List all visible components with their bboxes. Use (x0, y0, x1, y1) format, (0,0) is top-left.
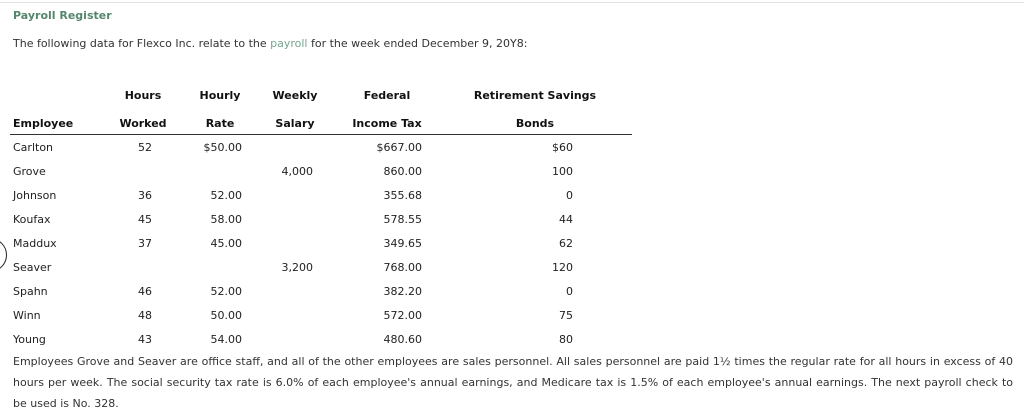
cell-rate: 45.00 (210, 236, 243, 250)
cell-salary (254, 135, 336, 160)
cell-tax: 355.68 (383, 188, 423, 202)
cell-rate: 50.00 (210, 308, 243, 322)
cell-tax: 860.00 (383, 164, 423, 178)
cell-salary (254, 279, 336, 303)
header-bonds: Bonds (438, 106, 632, 135)
cell-rate: 52.00 (210, 284, 243, 298)
cell-hours: 45 (138, 212, 152, 226)
table-row: Winn 48 50.00 572.00 75 (10, 303, 632, 327)
cell-employee: Maddux (13, 236, 57, 250)
cell-employee: Johnson (13, 188, 57, 202)
header-row-top: Hours Hourly Weekly Federal Retirement S… (10, 78, 632, 106)
cell-hours: 48 (138, 308, 152, 322)
table-row: Maddux 37 45.00 349.65 62 (10, 231, 632, 255)
cell-employee: Grove (13, 164, 46, 178)
header-weekly-top: Weekly (272, 89, 318, 102)
header-row-bottom: Employee Worked Rate Salary Income Tax B… (10, 106, 632, 135)
table-row: Seaver 3,200 768.00 120 (10, 255, 632, 279)
table-row: Carlton 52 $50.00 $667.00 $60 (10, 135, 632, 160)
page-title: Payroll Register (13, 9, 112, 22)
cell-hours: 43 (138, 332, 152, 346)
cell-salary (254, 327, 336, 351)
cell-employee: Carlton (13, 140, 54, 154)
cell-bonds: 75 (559, 308, 573, 322)
header-employee: Employee (10, 106, 100, 135)
cell-hours: 36 (138, 188, 152, 202)
cell-tax: 480.60 (383, 332, 423, 346)
cell-bonds: 100 (552, 164, 573, 178)
scan-artifact-arc (0, 238, 7, 272)
cell-salary (254, 207, 336, 231)
cell-bonds: 120 (552, 260, 573, 274)
table-row: Johnson 36 52.00 355.68 0 (10, 183, 632, 207)
cell-salary (254, 303, 336, 327)
cell-tax: 572.00 (383, 308, 423, 322)
cell-tax: 578.55 (383, 212, 423, 226)
cell-salary: 3,200 (281, 260, 314, 274)
cell-rate (186, 255, 254, 279)
cell-bonds: 62 (559, 236, 573, 250)
cell-hours: 46 (138, 284, 152, 298)
payroll-link[interactable]: payroll (270, 37, 308, 50)
footer-paragraph: Employees Grove and Seaver are office st… (13, 355, 1013, 410)
intro-text-after: for the week ended December 9, 20Y8: (307, 37, 528, 50)
cell-tax: 382.20 (383, 284, 423, 298)
intro-paragraph: The following data for Flexco Inc. relat… (13, 37, 527, 50)
table-row: Grove 4,000 860.00 100 (10, 159, 632, 183)
cell-rate: $50.00 (203, 140, 243, 154)
header-rate: Rate (186, 106, 254, 135)
cell-salary (254, 231, 336, 255)
cell-salary: 4,000 (281, 164, 314, 178)
header-worked: Worked (100, 106, 186, 135)
cell-rate: 58.00 (210, 212, 243, 226)
cell-tax: 768.00 (383, 260, 423, 274)
table-row: Spahn 46 52.00 382.20 0 (10, 279, 632, 303)
cell-hours (100, 255, 186, 279)
cell-employee: Koufax (13, 212, 51, 226)
cell-bonds: 44 (559, 212, 573, 226)
table-header: Hours Hourly Weekly Federal Retirement S… (10, 78, 632, 135)
cell-hours: 37 (138, 236, 152, 250)
cell-employee: Young (13, 332, 46, 346)
intro-text-before: The following data for Flexco Inc. relat… (13, 37, 271, 50)
header-salary: Salary (254, 106, 336, 135)
payroll-table: Hours Hourly Weekly Federal Retirement S… (10, 78, 632, 351)
cell-bonds: 0 (566, 188, 573, 202)
table-row: Koufax 45 58.00 578.55 44 (10, 207, 632, 231)
cell-rate (186, 159, 254, 183)
header-hours-top: Hours (124, 89, 162, 102)
cell-employee: Winn (13, 308, 41, 322)
cell-employee: Spahn (13, 284, 48, 298)
header-income-tax: Income Tax (336, 106, 438, 135)
cell-salary (254, 183, 336, 207)
top-edge-divider (0, 2, 1024, 3)
table-body: Carlton 52 $50.00 $667.00 $60 Grove 4,00… (10, 135, 632, 352)
header-federal-top: Federal (363, 89, 411, 102)
cell-hours: 52 (138, 140, 152, 154)
header-retirement-top: Retirement Savings (473, 89, 597, 102)
cell-bonds: 80 (559, 332, 573, 346)
header-blank (10, 78, 100, 106)
cell-bonds: 0 (566, 284, 573, 298)
table-row: Young 43 54.00 480.60 80 (10, 327, 632, 351)
cell-employee: Seaver (13, 260, 52, 274)
cell-hours (100, 159, 186, 183)
header-hourly-top: Hourly (199, 89, 241, 102)
cell-tax: $667.00 (376, 140, 423, 154)
cell-rate: 52.00 (210, 188, 243, 202)
cell-rate: 54.00 (210, 332, 243, 346)
cell-tax: 349.65 (383, 236, 423, 250)
cell-bonds: $60 (552, 140, 573, 154)
